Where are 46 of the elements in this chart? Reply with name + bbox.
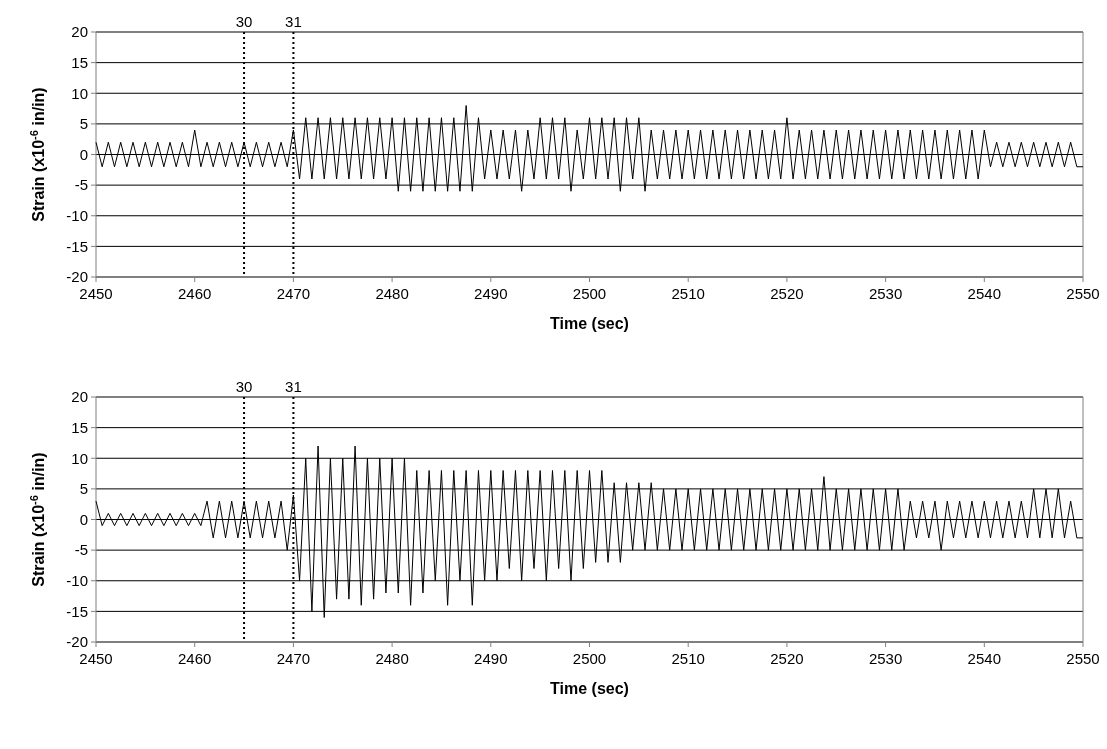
y-tick-label: -10 [66,207,88,224]
y-tick-label: 20 [71,23,88,41]
x-tick-label: 2510 [671,285,705,302]
x-tick-label: 2520 [770,650,804,667]
y-tick-label: 5 [79,480,88,498]
text: 31 [285,378,302,395]
x-tick-label: 2500 [572,285,607,302]
x-axis-title: Time (sec) [550,680,629,697]
y-tick-label: -15 [66,237,88,255]
text: 30 [235,13,253,30]
x-tick-label: 2470 [276,285,311,302]
text: 31 [285,13,302,30]
y-tick-label: 10 [71,84,88,102]
x-tick-label: 2540 [967,285,1001,302]
x-tick-label: 2510 [671,650,705,667]
text: 30 [235,378,253,395]
x-tick-label: 2530 [868,285,903,302]
y-tick-label: 5 [79,115,88,133]
y-tick-label: -20 [66,633,88,651]
x-tick-label: 2470 [276,650,311,667]
y-tick-label: 10 [71,449,88,467]
y-tick-label: 0 [79,145,88,163]
x-tick-label: 2480 [375,285,409,302]
x-tick-label: 2520 [770,285,804,302]
x-axis-title: Time (sec) [550,315,629,332]
x-tick-label: 2460 [178,285,212,302]
x-tick-label: 2530 [868,650,903,667]
y-tick-label: -10 [66,572,88,589]
x-tick-label: 2500 [572,650,607,667]
x-tick-label: 2490 [474,650,508,667]
x-tick-label: 2490 [474,285,508,302]
x-tick-label: 2480 [375,650,409,667]
y-tick-label: 20 [71,388,88,406]
x-tick-label: 2450 [79,650,113,667]
y-tick-label: 15 [71,53,88,71]
x-tick-label: 2550 [1066,650,1100,667]
y-tick-label: -20 [66,268,88,286]
x-tick-label: 2460 [178,650,212,667]
y-tick-label: 15 [71,418,88,436]
y-tick-label: -15 [66,602,88,620]
x-tick-label: 2450 [79,285,113,302]
x-tick-label: 2550 [1066,285,1100,302]
y-tick-label: -5 [74,541,88,559]
y-tick-label: 0 [79,510,88,528]
y-tick-label: -5 [74,176,88,194]
x-tick-label: 2540 [967,650,1001,667]
